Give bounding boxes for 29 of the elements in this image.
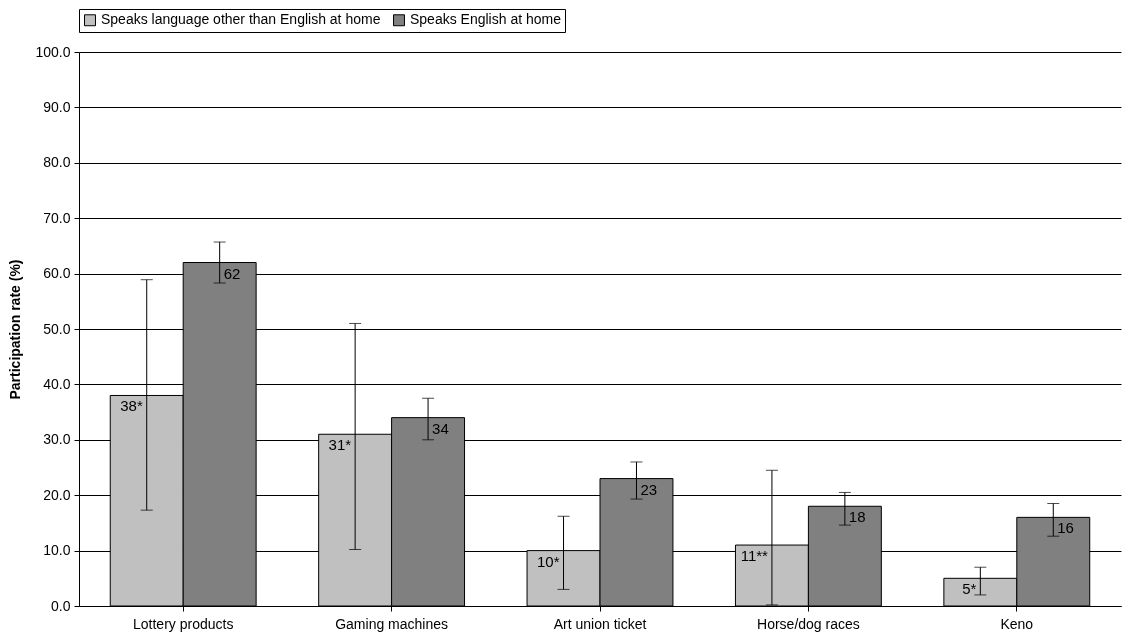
x-tick-label: Gaming machines <box>335 615 449 632</box>
data-label: 31* <box>328 436 352 454</box>
y-tick-label: 90.0 <box>43 98 71 115</box>
x-tick-label: Keno <box>1000 615 1034 632</box>
data-label: 23 <box>640 480 658 498</box>
y-tick-label: 0.0 <box>51 597 71 614</box>
y-axis-title: Participation rate (%) <box>7 259 24 400</box>
data-label: 16 <box>1057 519 1074 537</box>
data-label: 38* <box>120 397 143 415</box>
data-label: 11** <box>740 547 769 565</box>
y-tick-label: 10.0 <box>43 542 71 559</box>
y-tick-label: 20.0 <box>43 486 71 503</box>
x-tick-label: Horse/dog races <box>757 615 860 632</box>
legend-label: Speaks English at home <box>410 11 562 28</box>
data-label: 18 <box>848 508 866 526</box>
data-label: 34 <box>432 419 449 437</box>
y-tick-label: 100.0 <box>35 43 71 60</box>
y-tick-label: 50.0 <box>43 320 71 337</box>
data-label: 5* <box>962 580 977 598</box>
x-tick-label: Art union ticket <box>553 615 647 632</box>
y-tick-label: 70.0 <box>43 209 71 226</box>
y-tick-label: 80.0 <box>43 154 71 171</box>
data-label: 62 <box>223 264 241 282</box>
y-tick-label: 40.0 <box>43 375 71 392</box>
y-tick-label: 30.0 <box>43 431 71 448</box>
data-label: 10* <box>537 552 560 570</box>
x-tick-label: Lottery products <box>133 615 234 632</box>
legend-label: Speaks language other than English at home <box>101 11 381 28</box>
y-tick-label: 60.0 <box>43 265 71 282</box>
